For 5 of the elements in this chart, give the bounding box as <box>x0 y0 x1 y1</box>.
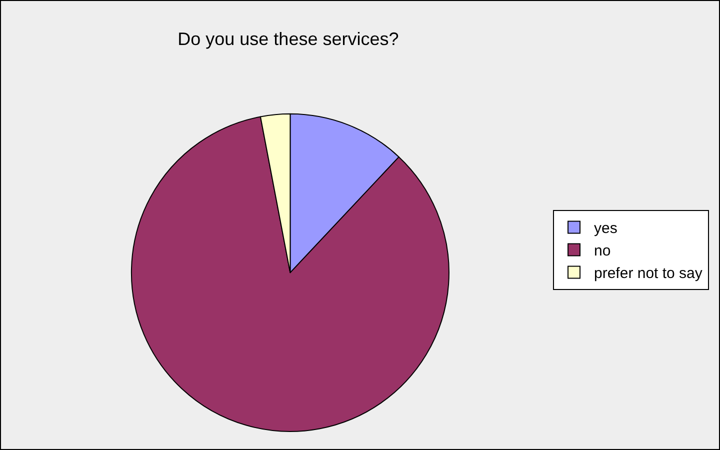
chart-title: Do you use these services? <box>178 28 399 49</box>
pie-slice <box>130 116 450 432</box>
legend-label: no <box>594 242 611 260</box>
legend-label: prefer not to say <box>594 265 703 282</box>
legend-label: yes <box>594 220 618 238</box>
